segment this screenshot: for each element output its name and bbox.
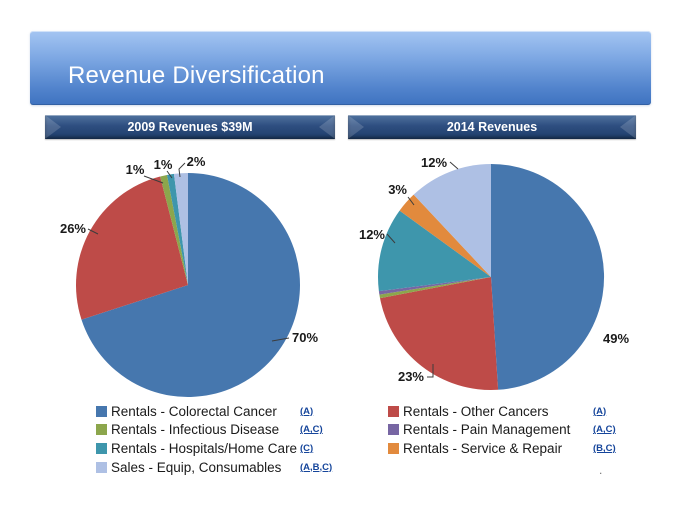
pie-slice-other_cancers [380,277,499,391]
chart-header-2009-label: 2009 Revenues $39M [127,120,253,134]
legend-item: Rentals - Service & Repair (B,C) [388,439,616,458]
pie-data-label: 12% [421,155,447,170]
pie-slice-infectious [379,277,491,299]
pie-chart-2014: 49% 23% 12% 3% 12% [359,155,629,391]
page-title: Revenue Diversification [68,62,325,89]
pie-data-label: 26% [60,221,86,236]
pie-chart-2009: 70% 26% 1% 1% 2% [60,154,318,397]
legend-swatch-other_cancers [388,405,399,417]
chart-header-2014-label: 2014 Revenues [446,120,538,134]
chart-header-2014: 2014 Revenues [348,115,636,139]
legend-swatch-pain [388,424,399,436]
legend-footnote-link: (A) [300,405,314,417]
pie-data-label: 12% [359,227,385,242]
title-banner: Revenue Diversification [30,31,651,105]
pie-data-label: 1% [126,162,145,177]
pie-slice-pain [378,277,491,295]
legend-left: Rentals - Colorectal Cancer (A) Rentals - … [96,402,332,476]
legend-footnote-link: (A,B,C) [300,461,333,473]
label-leader-line [143,175,164,184]
label-leader-line [271,337,290,342]
pie-slice-hospitals [167,173,188,285]
pie-slice-service [399,194,491,277]
legend-swatch-hospitals [96,442,107,454]
legend-item: Rentals - Hospitals/Home Care (C) [96,439,332,458]
legend-item: Sales - Equip, Consumables (A,B,C) [96,458,332,477]
legend-label: Sales - Equip, Consumables [111,459,282,475]
footer-dot: . [599,463,603,477]
pie-slice-sales_equip [413,164,491,277]
legend-footnote-link: (A,C) [593,424,616,436]
label-leader-line [427,364,434,378]
label-leader-line [407,196,415,206]
legend-right: Rentals - Other Cancers (A) Rentals - Pain… [388,402,616,458]
legend-swatch-infectious [96,424,107,436]
pie-slice-hospitals [377,210,491,292]
legend-item: Rentals - Other Cancers (A) [388,402,616,421]
pie-data-label: 1% [154,157,173,172]
pie-slice-colorectal [491,163,605,390]
chart-header-2009: 2009 Revenues $39M [45,115,335,139]
pie-slice-sales_equip [173,173,188,285]
label-leader-line [449,161,459,170]
pie-data-label: 23% [398,369,424,384]
legend-label: Rentals - Service & Repair [403,440,563,456]
legend-footnote-link: (C) [300,442,314,454]
legend-label: Rentals - Other Cancers [403,403,549,419]
label-leader-line [87,228,99,235]
label-leader-line [386,233,396,244]
pie-data-label: 70% [292,330,318,345]
legend-swatch-colorectal [96,405,107,417]
legend-footnote-link: (A,C) [300,424,323,436]
pie-data-label: 2% [187,154,206,169]
legend-label: Rentals - Colorectal Cancer [111,403,277,419]
pie-slice-colorectal [81,173,300,397]
legend-label: Rentals - Infectious Disease [111,422,280,438]
legend-label: Rentals - Hospitals/Home Care [111,440,298,456]
pie-data-label: 49% [603,331,629,346]
pie-slice-other_cancers [75,176,188,320]
legend-item: Rentals - Colorectal Cancer (A) [96,402,332,421]
legend-label: Rentals - Pain Management [403,422,571,438]
pie-data-label: 3% [388,182,407,197]
pie-slice-infectious [160,174,188,285]
label-leader-line [178,162,186,178]
legend-footnote-link: (A) [593,405,607,417]
legend-swatch-sales_equip [96,461,107,473]
label-leader-line [166,170,173,179]
legend-swatch-service [388,442,399,454]
legend-item: Rentals - Pain Management (A,C) [388,421,616,440]
legend-footnote-link: (B,C) [593,442,616,454]
legend-item: Rentals - Infectious Disease (A,C) [96,421,332,440]
